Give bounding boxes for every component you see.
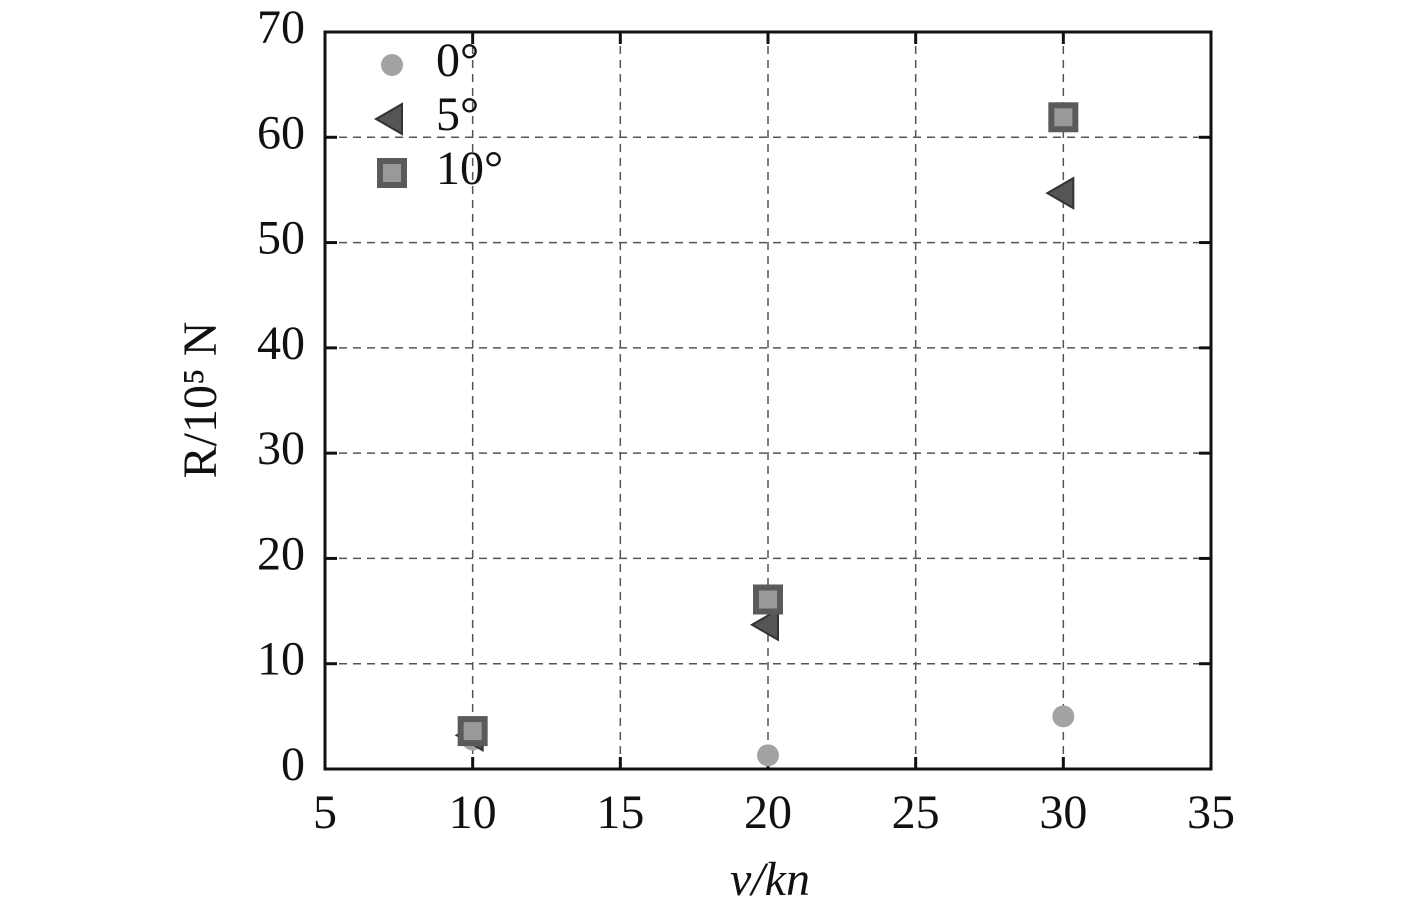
- x-tick-label: 10: [449, 786, 497, 839]
- legend-label: 0°: [436, 34, 479, 87]
- x-tick-label: 5: [313, 786, 337, 839]
- x-tick-label: 35: [1187, 786, 1235, 839]
- legend-marker: [381, 54, 403, 76]
- y-tick-label: 10: [257, 633, 305, 686]
- point: [1045, 176, 1075, 210]
- legend-label: 10°: [436, 142, 503, 195]
- y-axis-label: R/10⁵ N: [174, 322, 227, 479]
- y-tick-label: 0: [281, 738, 305, 791]
- legend-marker: [373, 102, 403, 136]
- y-tick-label: 60: [257, 106, 305, 159]
- point: [457, 716, 488, 747]
- point: [1052, 705, 1075, 728]
- point: [753, 584, 783, 615]
- x-tick-label: 20: [744, 786, 792, 839]
- y-tick-label: 50: [257, 212, 305, 265]
- point: [1048, 102, 1079, 133]
- x-tick-label: 15: [596, 786, 644, 839]
- x-tick-label: 25: [892, 786, 940, 839]
- legend-marker: [377, 158, 407, 188]
- point: [749, 608, 779, 642]
- y-tick-label: 70: [257, 1, 305, 54]
- x-axis-label: v/kn: [730, 853, 810, 906]
- x-tick-label: 30: [1039, 786, 1087, 839]
- point: [757, 744, 779, 767]
- legend-label: 5°: [436, 88, 479, 141]
- y-tick-label: 40: [257, 317, 305, 370]
- y-tick-label: 20: [257, 527, 305, 580]
- y-tick-label: 30: [257, 422, 305, 475]
- plot-frame: [323, 30, 1213, 771]
